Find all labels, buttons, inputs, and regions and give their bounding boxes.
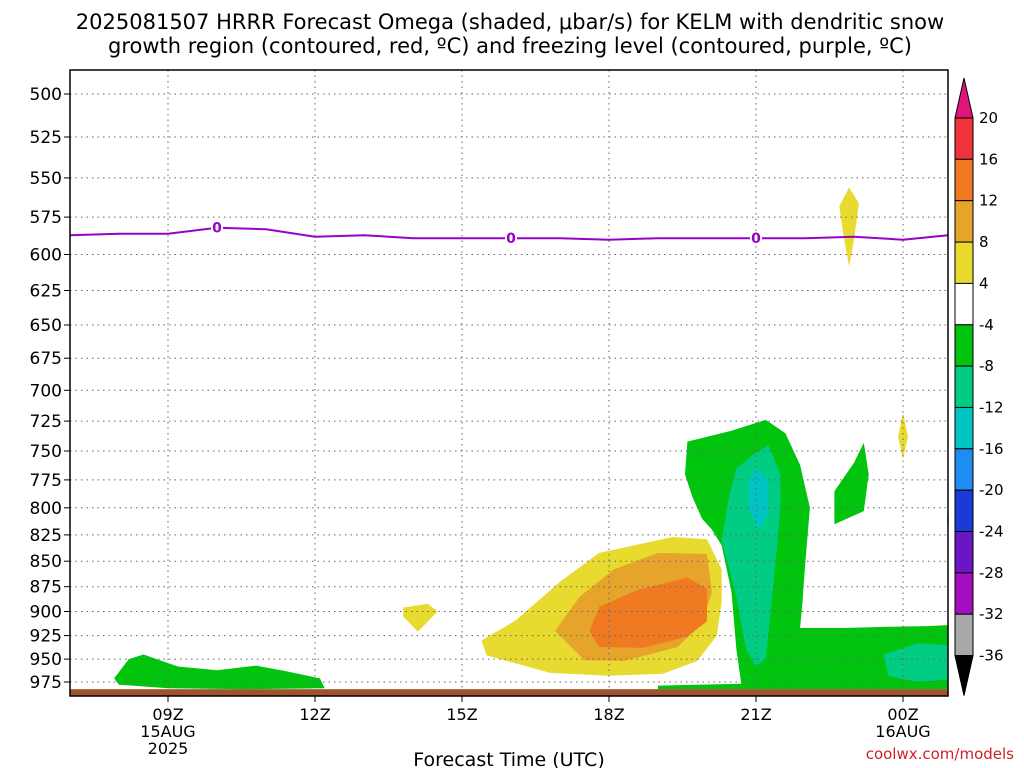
omega-region-upward-main-outer	[658, 419, 948, 690]
colorbar-bin	[954, 200, 974, 243]
colorbar-tick-label: 12	[979, 192, 998, 210]
omega-region-downward-core	[589, 577, 707, 648]
omega-region-upward-low-left	[114, 654, 325, 690]
colorbar-bin	[954, 531, 974, 574]
y-tick-label: 550	[30, 169, 62, 189]
omega-region-downward-spike-lower	[898, 412, 908, 460]
colorbar-tick-label: -28	[979, 564, 1004, 582]
colorbar-bin	[954, 613, 974, 657]
colorbar-tick-label: -32	[979, 605, 1004, 623]
colorbar-tick-label: -20	[979, 481, 1004, 499]
y-tick-label: 975	[30, 673, 62, 693]
grid-lines	[70, 70, 948, 696]
colorbar-tick-label: 16	[979, 150, 998, 168]
freezing-level-label: 0	[212, 221, 222, 237]
y-tick-label: 650	[30, 316, 62, 336]
x-tick-label: 09Z	[152, 705, 183, 724]
y-axis: 500 525 550 575 600 625 650 675 700 725 750 775 800 8…	[30, 85, 70, 693]
colorbar-bin	[954, 489, 974, 533]
colorbar-tick-label: -16	[979, 440, 1004, 458]
ground-layer	[70, 689, 948, 696]
x-tick-label: 15Z	[446, 705, 477, 724]
chart-title-line2: growth region (contoured, red, ºC) and f…	[108, 34, 912, 58]
y-tick-label: 925	[30, 627, 62, 647]
colorbar-bin	[954, 117, 974, 160]
x-tick-label: 00Z	[887, 705, 918, 724]
chart-title-line1: 2025081507 HRRR Forecast Omega (shaded, …	[76, 10, 944, 34]
colorbar-tick-label: 8	[979, 233, 989, 251]
colorbar-tick-label: -4	[979, 316, 994, 334]
colorbar-tick-label: -8	[979, 357, 994, 375]
x-tick-label: 18Z	[593, 705, 624, 724]
x-tick-date: 15AUG	[140, 722, 195, 741]
omega-region-downward-small-14z	[403, 603, 438, 632]
freezing-level-label: 0	[506, 231, 516, 247]
y-tick-label: 825	[30, 526, 62, 546]
y-tick-label: 600	[30, 246, 62, 266]
colorbar-tick-label: -12	[979, 398, 1004, 416]
y-tick-label: 750	[30, 442, 62, 462]
colorbar-bin	[954, 241, 974, 285]
contour-label-bg	[211, 220, 223, 235]
y-tick-label: 800	[30, 499, 62, 519]
y-tick-label: 525	[30, 128, 62, 148]
contour-label-bg	[750, 231, 762, 246]
omega-region-downward-spike-upper	[839, 187, 859, 267]
y-tick-label: 500	[30, 85, 62, 105]
plot-frame	[69, 69, 949, 697]
colorbar-cap-bottom	[954, 655, 974, 696]
colorbar-bin	[954, 158, 974, 202]
y-tick-label: 950	[30, 650, 62, 670]
colorbar-bin	[954, 448, 974, 491]
colorbar-bin	[954, 282, 974, 326]
y-tick-label: 725	[30, 412, 62, 432]
colorbar: 20 16 12 8 4 -4 -8 -12 -16 -20 -24 -28 -32 -36	[954, 77, 1004, 696]
freezing-level-contour: 0 0 0	[69, 220, 949, 247]
ground-strip	[70, 689, 948, 696]
credit-text: coolwx.com/models	[866, 745, 1014, 763]
y-tick-label: 625	[30, 282, 62, 302]
omega-region-upward-right-small	[834, 442, 869, 525]
y-tick-label: 700	[30, 381, 62, 401]
freezing-level-label: 0	[751, 231, 761, 247]
colorbar-bin	[954, 572, 974, 615]
omega-region-upward-main-core	[748, 468, 769, 530]
colorbar-tick-label: 4	[979, 274, 989, 292]
x-tick-label: 21Z	[740, 705, 771, 724]
x-axis-title: Forecast Time (UTC)	[413, 749, 604, 768]
omega-region-upward-lowright-inner	[883, 643, 948, 682]
omega-shading	[114, 187, 948, 690]
x-tick-date: 16AUG	[875, 722, 930, 741]
y-tick-label: 575	[30, 208, 62, 228]
colorbar-bin	[954, 365, 974, 409]
y-tick-label: 900	[30, 603, 62, 623]
contour-label-bg	[505, 231, 517, 246]
y-tick-label: 875	[30, 578, 62, 598]
x-tick-label: 12Z	[299, 705, 330, 724]
x-tick-year: 2025	[148, 739, 189, 758]
y-tick-label: 675	[30, 349, 62, 369]
colorbar-cap-top	[954, 77, 974, 119]
colorbar-tick-label: -24	[979, 523, 1004, 541]
colorbar-tick-label: 20	[979, 109, 998, 127]
y-tick-label: 775	[30, 471, 62, 491]
colorbar-bin	[954, 406, 974, 450]
colorbar-tick-label: -36	[979, 647, 1004, 665]
y-tick-label: 850	[30, 552, 62, 572]
colorbar-bin	[954, 324, 974, 367]
